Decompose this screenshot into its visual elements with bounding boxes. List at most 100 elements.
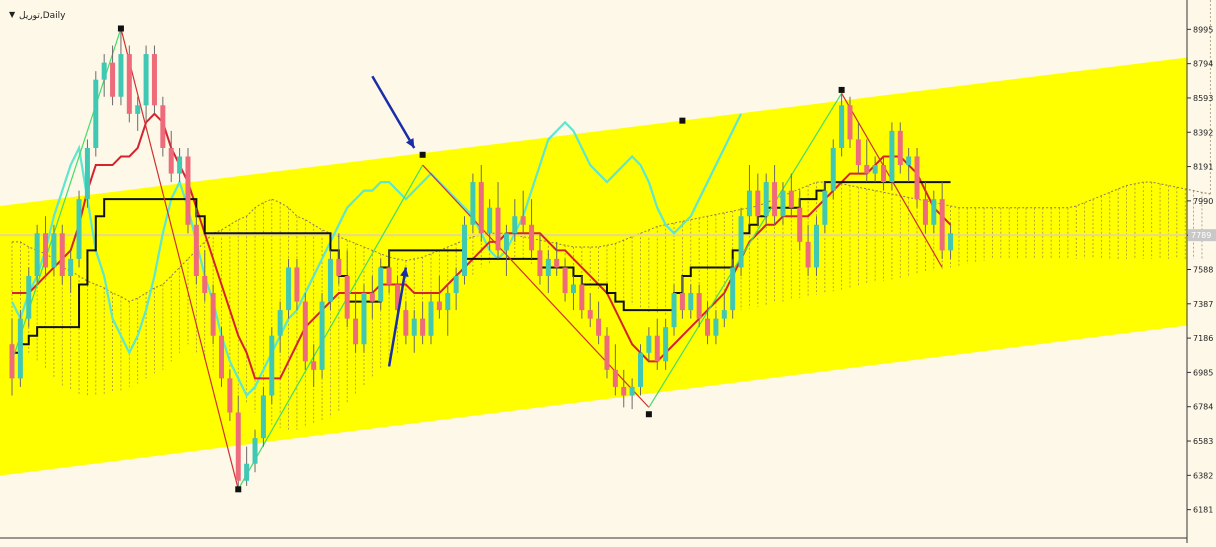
candle-bearish xyxy=(596,318,602,336)
candle-bearish xyxy=(311,361,317,370)
candle-bearish xyxy=(403,310,409,336)
swing-point-marker xyxy=(117,25,124,32)
candle-bullish xyxy=(26,275,32,319)
candle-bullish xyxy=(286,267,292,311)
candle-bearish xyxy=(696,293,702,319)
candle-bearish xyxy=(554,258,560,268)
candle-bullish xyxy=(721,310,727,319)
zigzag-segment xyxy=(648,93,843,408)
candle-bearish xyxy=(772,182,778,217)
candle-bullish xyxy=(428,301,434,336)
candle-bearish xyxy=(110,62,116,97)
tenkan-sen-line xyxy=(12,112,952,380)
candle-bearish xyxy=(604,335,610,370)
candle-bearish xyxy=(43,233,49,268)
candle-bearish xyxy=(344,275,350,319)
candle-bearish xyxy=(939,199,945,251)
candle-bearish xyxy=(864,165,870,174)
chikou-span-line xyxy=(11,113,743,398)
candle-bullish xyxy=(738,216,744,268)
candle-bearish xyxy=(537,250,543,276)
candle-bullish xyxy=(244,463,250,481)
candle-bullish xyxy=(327,258,333,302)
candle-bullish xyxy=(663,327,669,362)
candle-bullish xyxy=(51,233,57,268)
candle-bullish xyxy=(545,258,551,276)
candle-bullish xyxy=(872,165,878,174)
candle-bearish xyxy=(847,105,853,140)
chart-menu-arrow[interactable]: ▼ xyxy=(9,10,16,19)
price-tick-label: 8392 xyxy=(1193,128,1213,137)
candle-bullish xyxy=(378,267,384,302)
candle-bullish xyxy=(763,182,769,217)
candle-bearish xyxy=(755,190,761,217)
candle-bullish xyxy=(101,62,107,80)
candle-bearish xyxy=(587,310,593,319)
price-tick-label: 8794 xyxy=(1193,60,1213,69)
candle-bearish xyxy=(369,293,375,302)
candle-bearish xyxy=(336,258,342,276)
candle-bullish xyxy=(503,233,509,251)
candle-bearish xyxy=(160,105,166,148)
candle-bullish xyxy=(746,190,752,217)
candle-bearish xyxy=(654,335,660,362)
candle-bullish xyxy=(629,386,635,396)
candle-bearish xyxy=(420,318,426,336)
zigzag-segment xyxy=(422,164,650,408)
candle-bullish xyxy=(813,224,819,268)
candle-bullish xyxy=(839,105,845,148)
candle-bullish xyxy=(17,318,23,379)
annotation-arrow-down xyxy=(371,75,416,149)
price-tick-label: 6181 xyxy=(1193,506,1213,515)
candle-bullish xyxy=(487,207,493,234)
candle-bullish xyxy=(68,258,74,276)
candle-bearish xyxy=(436,301,442,311)
candle-bullish xyxy=(319,301,325,370)
annotation-arrowhead xyxy=(405,137,415,148)
candle-bullish xyxy=(143,54,149,106)
candle-bullish xyxy=(830,147,836,191)
candle-bullish xyxy=(948,233,954,251)
candle-bearish xyxy=(210,293,216,336)
candle-bullish xyxy=(780,190,786,217)
current-price-badge xyxy=(1188,229,1216,242)
candle-bearish xyxy=(168,147,174,174)
candle-bullish xyxy=(93,79,99,148)
candle-bearish xyxy=(562,267,568,294)
candle-bullish xyxy=(570,284,576,294)
candle-bearish xyxy=(394,284,400,311)
candle-bullish xyxy=(906,156,912,166)
candle-bullish xyxy=(688,293,694,311)
candle-bearish xyxy=(219,335,224,379)
candle-bullish xyxy=(822,190,828,225)
candle-bullish xyxy=(713,318,719,336)
candle-bearish xyxy=(621,386,627,396)
candle-bullish xyxy=(84,147,90,200)
current-price-label: 7789 xyxy=(1191,231,1211,240)
candle-bearish xyxy=(386,267,392,285)
candle-bearish xyxy=(185,156,191,225)
candle-bearish xyxy=(478,182,484,234)
candle-bearish xyxy=(302,301,308,362)
candle-bullish xyxy=(34,233,40,276)
candle-bearish xyxy=(520,216,526,225)
candle-bearish xyxy=(151,54,157,106)
price-tick-label: 6985 xyxy=(1193,368,1213,377)
candle-bullish xyxy=(889,130,895,183)
swing-point-marker xyxy=(838,86,845,93)
candle-bearish xyxy=(612,369,618,387)
price-tick-label: 8191 xyxy=(1193,163,1213,172)
candle-bearish xyxy=(897,130,903,166)
candle-bearish xyxy=(705,318,711,336)
candle-bearish xyxy=(805,241,811,268)
candle-bearish xyxy=(797,207,803,242)
price-tick-label: 6583 xyxy=(1193,437,1213,446)
candle-bearish xyxy=(914,156,920,200)
price-tick-label: 7387 xyxy=(1193,300,1213,309)
annotation-arrowhead xyxy=(400,267,409,278)
candle-bearish xyxy=(227,378,233,413)
candle-bullish xyxy=(411,318,417,336)
candle-bullish xyxy=(638,352,643,387)
candle-bearish xyxy=(881,165,887,183)
